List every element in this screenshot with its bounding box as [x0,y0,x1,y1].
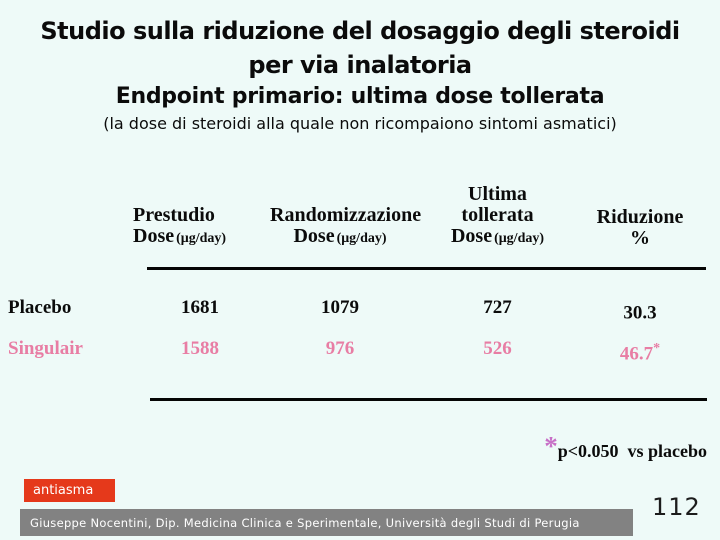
row-label: Singulair [8,338,83,359]
riduzione-value: 46.7 [619,343,654,365]
header-riduzione-title: Riduzione [596,206,684,228]
cell-ultima-tollerata: 727 [483,297,512,318]
table-row-singulair: Singulair 1588 976 526 46.7* [8,338,695,365]
header-ultima-pre: Ultima [468,183,527,205]
footnote-text: p<0.050 vs placebo [557,441,707,461]
cell-prestudio: 1681 [181,297,219,318]
cell-prestudio: 1588 [181,338,219,359]
footer-credit-bar: Giuseppe Nocentini, Dip. Medicina Clinic… [20,509,633,536]
header-prestudio: Prestudio Dose (μg/day) [130,205,270,249]
header-ultima-title: tollerata [461,204,534,226]
riduzione-value: 30.3 [623,302,657,324]
header-prestudio-dose: Dose (μg/day) [133,226,270,249]
dose-label: Dose [293,225,335,247]
header-ultima-dose: Dose (μg/day) [410,226,585,249]
header-randomizzazione-title: Randomizzazione [270,204,422,226]
table-rule-bottom [150,398,707,401]
slide-title-block: Studio sulla riduzione del dosaggio degl… [0,14,720,136]
slide-title-line1: Studio sulla riduzione del dosaggio degl… [40,17,680,45]
header-randomizzazione: Randomizzazione Dose (μg/day) [270,204,422,249]
dose-unit: (μg/day) [176,231,227,246]
table-row-placebo: Placebo 1681 1079 727 30.3 [8,297,695,324]
footer-credit-text: Giuseppe Nocentini, Dip. Medicina Clinic… [30,515,580,530]
antiasma-tag: antiasma [24,479,116,502]
dose-label: Dose [450,225,493,247]
header-riduzione: Riduzione % [585,207,695,249]
cell-randomizzazione: 1079 [321,297,359,318]
table-rule-top [147,267,706,270]
slide-subtitle: Endpoint primario: ultima dose tollerata [115,84,605,109]
cell-randomizzazione: 976 [325,338,355,359]
row-label: Placebo [8,297,72,318]
significance-star: * [653,341,661,356]
slide-subnote: (la dose di steroidi alla quale non rico… [103,114,617,133]
dose-label: Dose [133,225,175,247]
slide-title-line2: per via inalatoria [248,51,472,79]
dose-unit: (μg/day) [336,231,387,246]
header-riduzione-unit: % [630,227,650,249]
cell-ultima-tollerata: 526 [483,338,512,359]
header-ultima-tollerata: Ultima tollerata Dose (μg/day) [410,184,585,249]
cell-riduzione: 30.3 [585,297,695,324]
header-randomizzazione-dose: Dose (μg/day) [270,226,410,249]
cell-riduzione: 46.7* [585,338,695,365]
dose-unit: (μg/day) [494,231,545,246]
table-header-row: Prestudio Dose (μg/day) Randomizzazione D… [8,184,695,249]
header-prestudio-title: Prestudio [133,204,215,226]
significance-footnote: * p<0.050 vs placebo [544,431,707,462]
page-number: 112 [652,493,701,521]
footnote-asterisk: * [544,431,558,461]
